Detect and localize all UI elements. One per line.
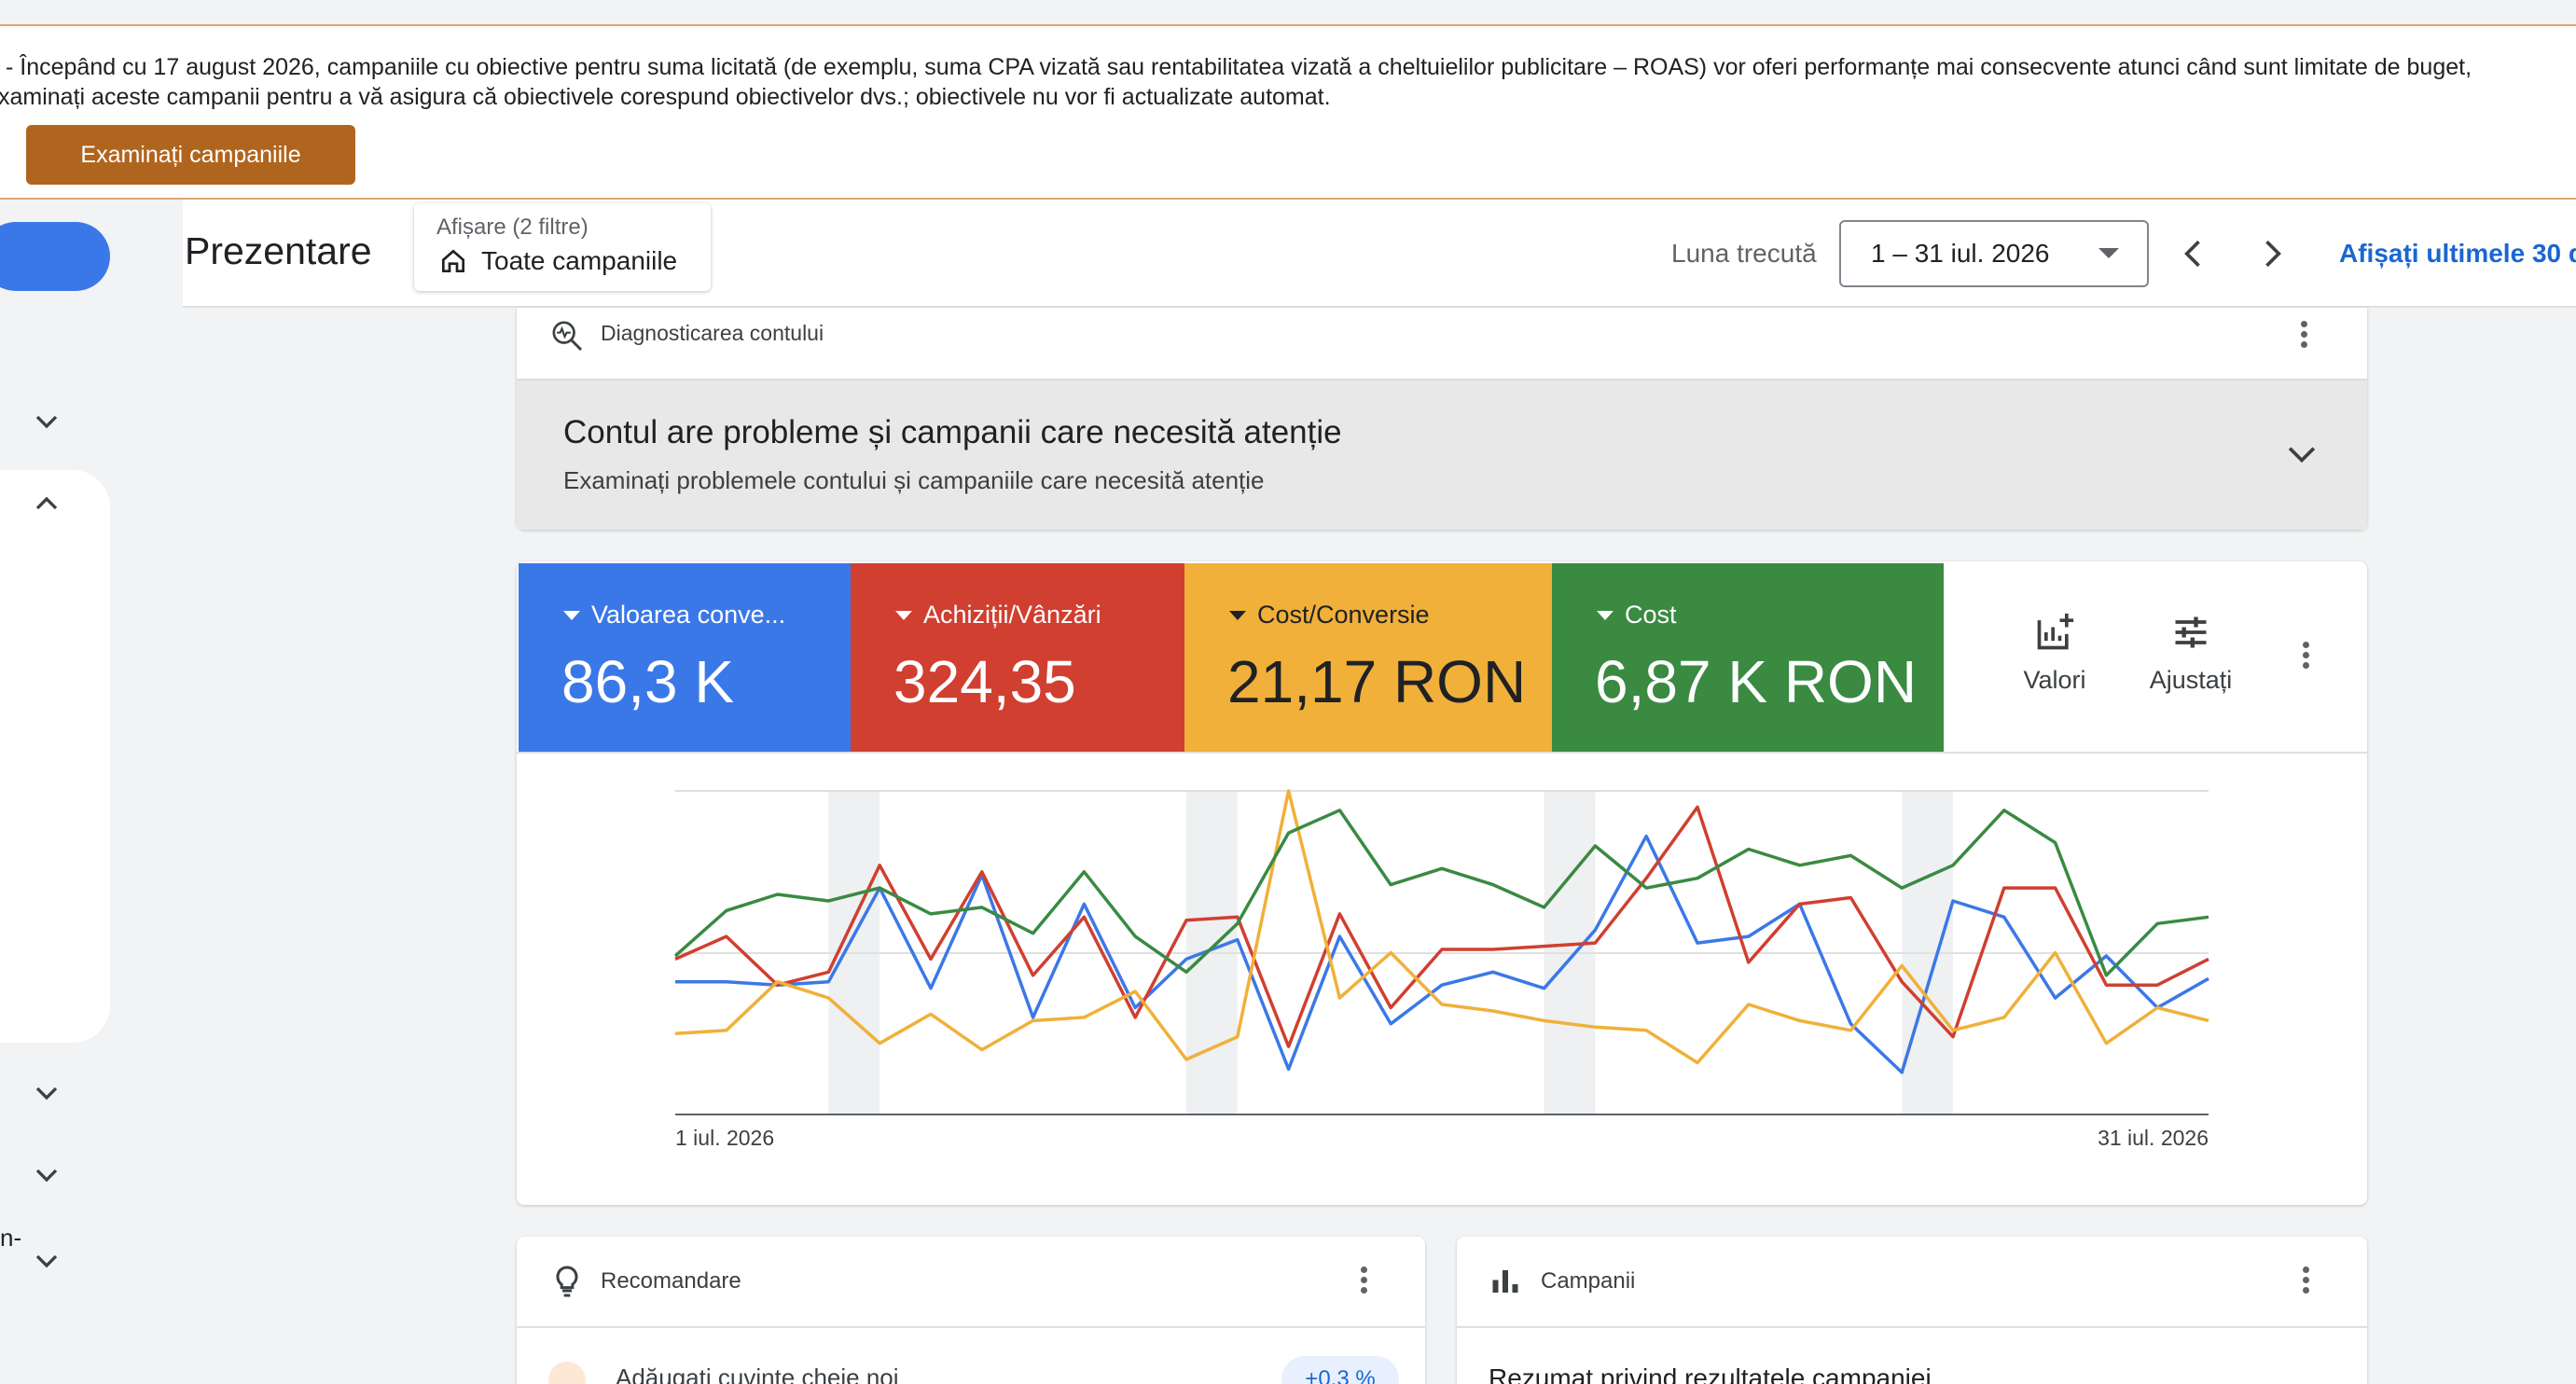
series-line-3: [674, 789, 2209, 1065]
filter-caption: Afișare (2 filtre): [436, 215, 589, 240]
metric-label: Cost: [1625, 601, 1677, 629]
card-divider: [517, 1326, 1425, 1328]
page-title: Prezentare: [185, 229, 372, 272]
diagnostics-search-icon: [552, 321, 583, 352]
chevron-down-icon[interactable]: [28, 1156, 65, 1194]
adjust-label: Ajustați: [2149, 666, 2233, 694]
metrics-values-button[interactable]: Valori: [2003, 612, 2106, 714]
campaigns-card: [1457, 1237, 2367, 1384]
home-icon: [442, 249, 464, 272]
more-options-icon[interactable]: [2300, 638, 2311, 675]
diagnostics-header: Diagnosticarea contului: [601, 321, 824, 345]
date-range-value: 1 – 31 iul. 2026: [1871, 239, 2050, 268]
metric-value: 86,3 K: [561, 648, 735, 715]
chevron-left-icon[interactable]: [2173, 233, 2214, 274]
series-line-4: [673, 809, 2209, 977]
date-preset-label: Luna trecută: [1671, 239, 1817, 268]
more-options-icon[interactable]: [2298, 317, 2309, 354]
dropdown-caret-icon[interactable]: [563, 610, 580, 620]
recommendation-item[interactable]: Adăugați cuvinte cheie noi: [616, 1363, 899, 1384]
campaigns-summary-title: Rezumat privind rezultatele campaniei: [1489, 1363, 1932, 1384]
metric-tile-conversion-value[interactable]: Valoarea conve... 86,3 K: [519, 563, 851, 752]
sidebar-item-label: n-: [0, 1224, 22, 1252]
series-line-1: [675, 834, 2209, 1074]
metric-value: 21,17 RON: [1227, 648, 1527, 715]
campaigns-header: Campanii: [1541, 1268, 1636, 1294]
recommendation-impact-badge: +0,3 %: [1281, 1356, 1399, 1384]
campaign-filter[interactable]: [414, 203, 711, 291]
diagnostics-summary[interactable]: [517, 379, 2367, 530]
chevron-up-icon[interactable]: [28, 485, 65, 522]
dropdown-caret-icon[interactable]: [1597, 610, 1613, 620]
recommendation-card: [517, 1237, 1425, 1384]
metric-label: Achiziții/Vânzări: [923, 601, 1101, 629]
metric-value: 324,35: [893, 648, 1076, 715]
chevron-down-icon[interactable]: [28, 1242, 65, 1280]
notification-banner: [0, 28, 2576, 200]
add-chart-icon: [2037, 613, 2074, 650]
chevron-right-icon[interactable]: [2251, 233, 2292, 274]
bar-chart-icon: [1492, 1270, 1518, 1293]
chevron-down-icon[interactable]: [28, 1074, 65, 1112]
metric-tile-cost-per-conversion[interactable]: Cost/Conversie 21,17 RON: [1184, 563, 1552, 752]
dropdown-caret-icon[interactable]: [895, 610, 912, 620]
x-tick-label-end: 31 iul. 2026: [2098, 1126, 2209, 1150]
recommendation-header: Recomandare: [601, 1268, 741, 1294]
tiles-divider: [517, 752, 2367, 754]
show-last-30-days-link[interactable]: Afișați ultimele 30 d: [2339, 239, 2576, 268]
dropdown-caret-icon[interactable]: [1229, 610, 1246, 620]
performance-chart: 1 iul. 2026 31 iul. 2026: [673, 789, 2209, 1150]
diagnostics-subtitle: Examinați problemele contului și campani…: [563, 466, 1265, 494]
diagnostics-title: Contul are probleme și campanii care nec…: [563, 414, 1342, 450]
x-tick-label-start: 1 iul. 2026: [675, 1126, 774, 1150]
tune-icon: [2175, 616, 2207, 648]
review-campaigns-button[interactable]: Examinați campaniile: [26, 125, 355, 185]
banner-message-line1: - Începând cu 17 august 2026, campaniile…: [6, 54, 2472, 80]
card-divider: [1457, 1326, 2367, 1328]
banner-message-line2: xaminați aceste campanii pentru a vă asi…: [0, 84, 1331, 110]
values-label: Valori: [2023, 666, 2086, 694]
metric-value: 6,87 K RON: [1595, 648, 1918, 715]
chevron-down-icon[interactable]: [28, 403, 65, 440]
top-bar: [0, 0, 2576, 26]
more-options-icon[interactable]: [1358, 1263, 1369, 1300]
sidebar-expanded-panel: [0, 470, 110, 1043]
series-line-2: [674, 805, 2209, 1048]
date-range-select[interactable]: [1839, 220, 2149, 287]
lightbulb-icon: [556, 1266, 578, 1297]
chevron-down-icon[interactable]: [2281, 435, 2322, 476]
metric-tile-purchases[interactable]: Achiziții/Vânzări 324,35: [851, 563, 1184, 752]
header-divider: [183, 306, 2576, 308]
metric-label: Cost/Conversie: [1257, 601, 1430, 629]
metrics-adjust-button[interactable]: Ajustați: [2140, 612, 2242, 714]
filter-value: Toate campaniile: [481, 246, 678, 275]
more-options-icon[interactable]: [2300, 1263, 2311, 1300]
sidebar-create-button[interactable]: [0, 222, 110, 291]
metric-tile-cost[interactable]: Cost 6,87 K RON: [1552, 563, 1944, 752]
dropdown-caret-icon: [2098, 248, 2119, 258]
metric-label: Valoarea conve...: [591, 601, 786, 629]
